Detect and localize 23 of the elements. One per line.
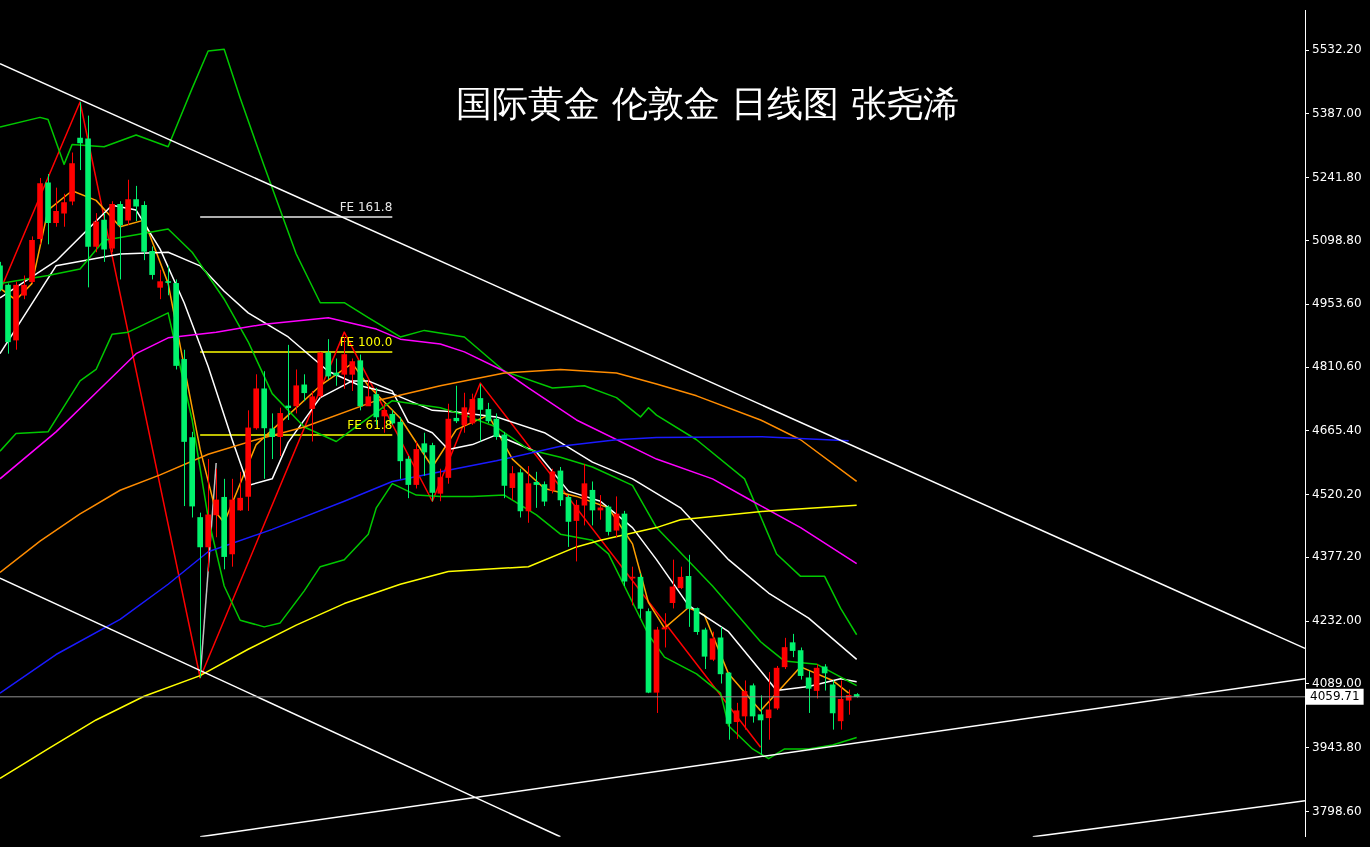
y-tick-label: 4377.20: [1312, 549, 1362, 564]
candlestick: [165, 265, 171, 296]
y-tick-label: 5387.00: [1312, 105, 1362, 120]
ref-line-label: 4059.71: [1310, 688, 1360, 703]
candlestick: [269, 412, 276, 460]
y-tick-label: 5241.80: [1312, 169, 1362, 184]
candlestick: [157, 269, 163, 300]
y-tick-label: 5532.20: [1312, 42, 1362, 57]
y-tick-label: 4665.40: [1312, 422, 1362, 437]
y-tick-label: 3798.60: [1312, 803, 1362, 818]
series-label: FE 161.8: [339, 200, 393, 215]
text: 国际黄金 伦敦金 日线图 张尧浠: [455, 82, 960, 126]
y-tick-label: 4810.60: [1312, 359, 1362, 374]
y-tick-label: 4953.60: [1312, 296, 1362, 311]
y-tick-label: 4520.20: [1312, 486, 1362, 501]
y-tick-label: 3943.80: [1312, 739, 1362, 754]
candlestick: [309, 390, 316, 443]
y-tick-label: 4089.00: [1312, 676, 1362, 691]
candlestick: [333, 358, 340, 387]
candlestick: [349, 358, 356, 392]
y-tick-label: 5098.80: [1312, 232, 1362, 247]
candlestick: [21, 274, 27, 300]
y-tick-label: 4232.00: [1312, 613, 1362, 628]
